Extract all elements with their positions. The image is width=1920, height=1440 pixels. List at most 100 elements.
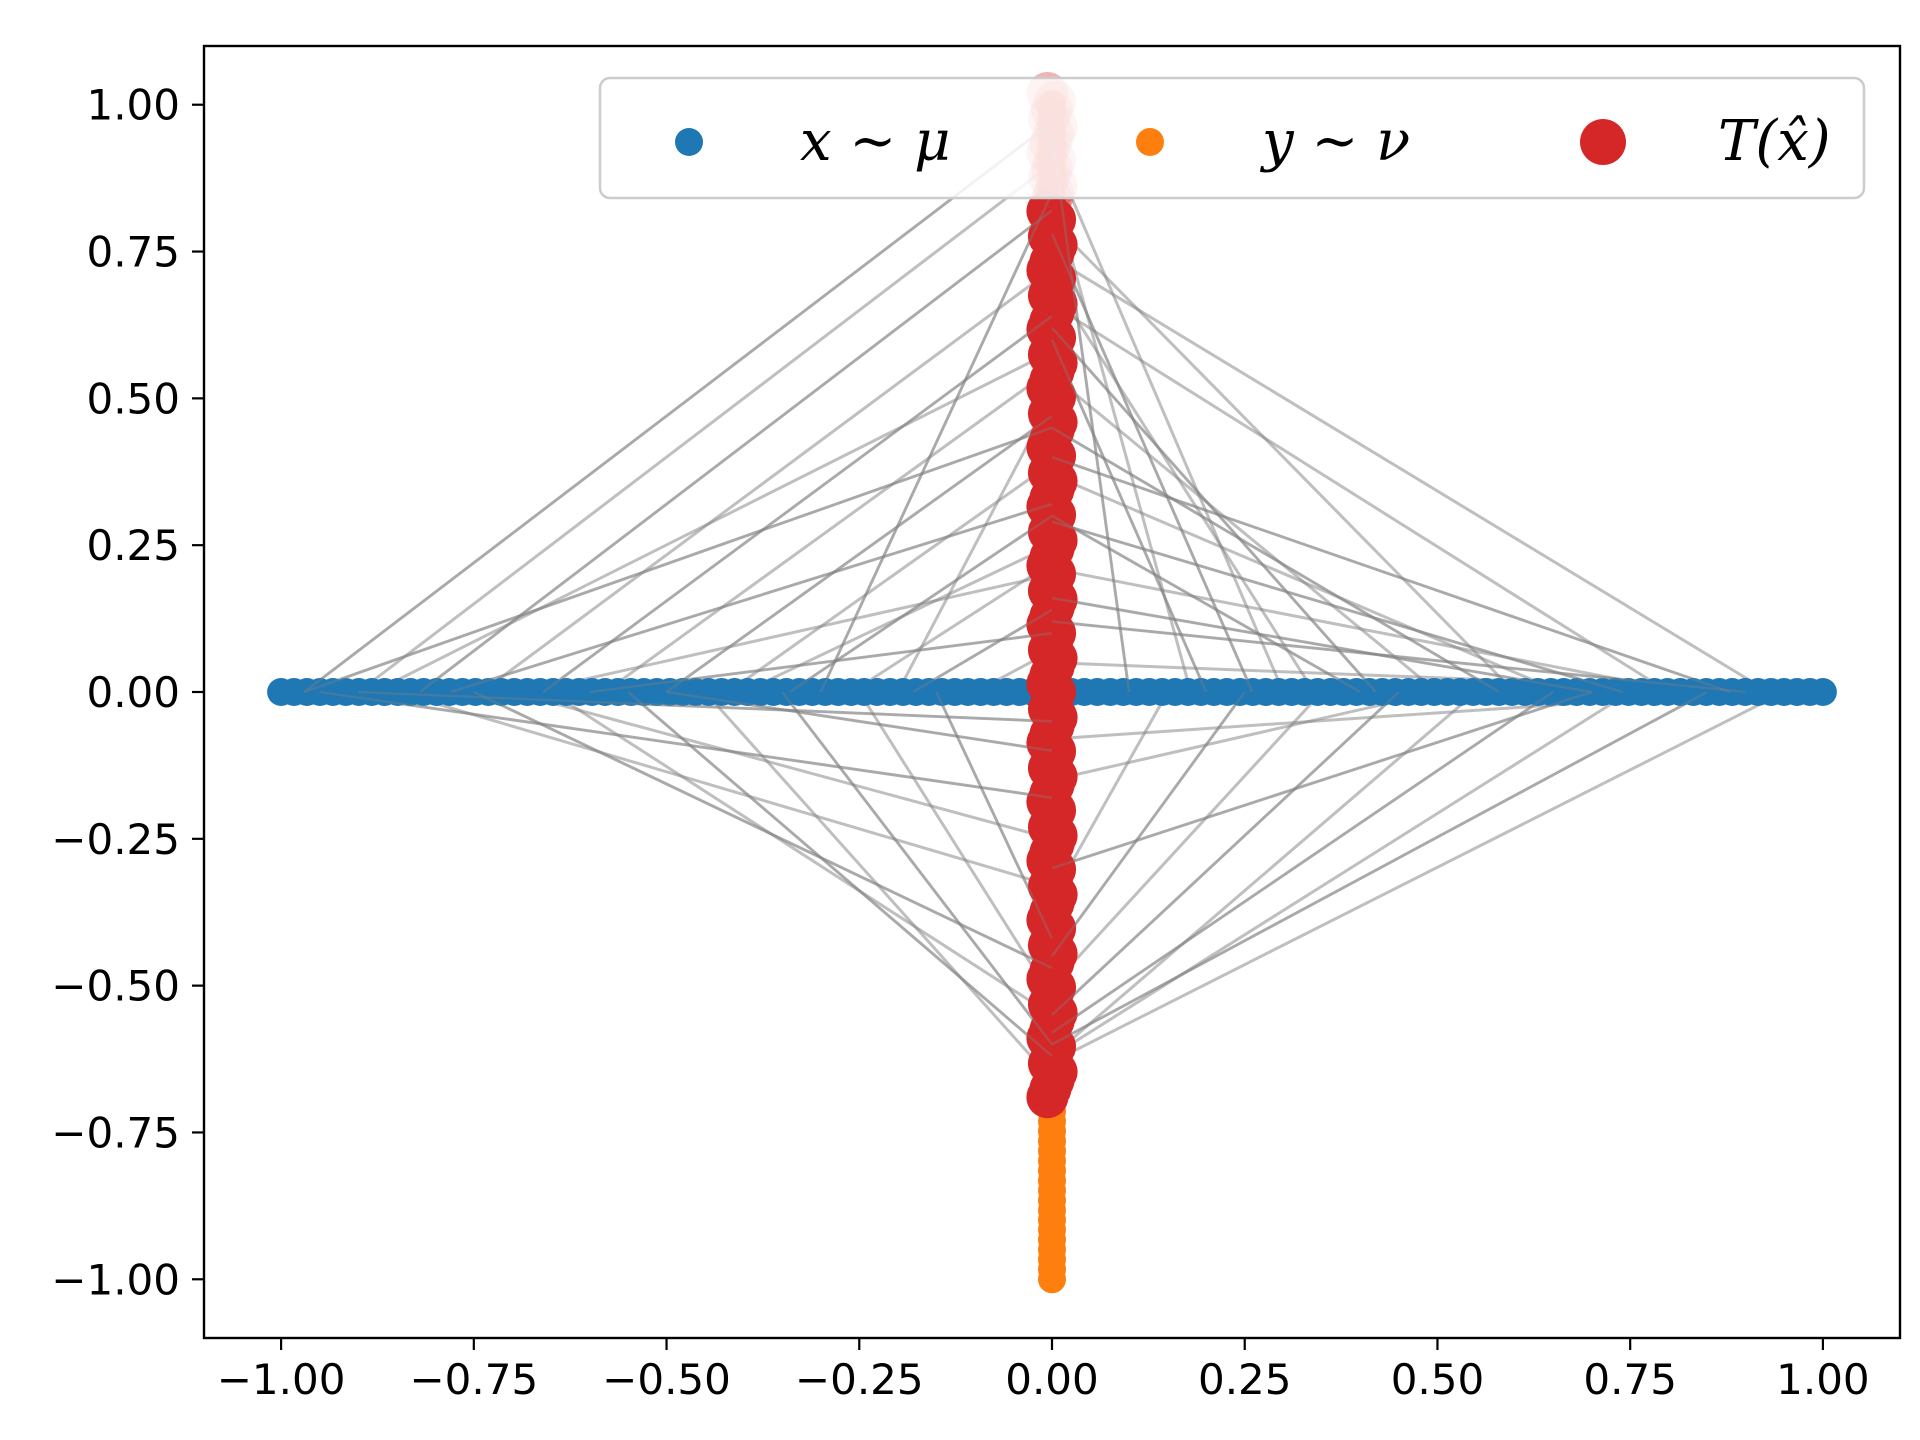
x-axis: −1.00 −0.75 −0.50 −0.25 0.00 0.25 0.50 0.75 1.00: [217, 1338, 1870, 1404]
connection-line-overlay: [303, 426, 1053, 694]
connection-line: [1050, 691, 1246, 958]
connection-line: [480, 267, 1053, 694]
y-tick-label: 0.50: [86, 374, 180, 423]
y-tick-label: 0.00: [86, 668, 180, 717]
connection-line-overlay: [912, 608, 1053, 694]
connection-line-overlay: [1051, 690, 1708, 1046]
connection-line-overlay: [1050, 691, 1246, 958]
connection-line-overlay: [1051, 690, 1554, 1034]
legend-frame: [598, 76, 1866, 200]
legend: x ~ μ y ~ ν T(x̂): [598, 76, 1866, 200]
connection-line: [1051, 520, 1623, 694]
connection-line: [511, 690, 1053, 841]
x-tick-label: 0.25: [1198, 1355, 1292, 1404]
legend-marker-y: [1136, 128, 1164, 156]
connection-line-overlay: [1051, 520, 1623, 694]
connection-line: [1051, 256, 1770, 694]
connection-line-overlay: [935, 691, 1054, 940]
connection-line: [1050, 233, 1254, 693]
connection-line: [1051, 567, 1685, 694]
connection-line: [450, 502, 1053, 694]
connection-line: [372, 350, 1053, 694]
connection-line-overlay: [1050, 133, 1131, 693]
connection-line-overlay: [789, 514, 1053, 694]
connection-line: [819, 192, 1054, 693]
connection-line-overlay: [319, 690, 1053, 799]
connection-line-overlay: [1051, 691, 1400, 1016]
connection-line: [1051, 690, 1554, 1034]
connection-line: [1051, 690, 1786, 1064]
connection-line-overlay: [450, 502, 1053, 694]
x-tick-label: 0.75: [1583, 1355, 1677, 1404]
connection-line: [850, 561, 1053, 694]
connection-line-overlay: [1050, 233, 1254, 693]
connection-line: [1051, 455, 1731, 694]
y-tick-label: −0.25: [51, 815, 180, 864]
connection-line: [1050, 280, 1316, 693]
x-tick-label: −0.25: [795, 1355, 924, 1404]
connection-line: [1051, 690, 1708, 1046]
connection-line: [527, 573, 1053, 694]
connection-line-overlay: [666, 690, 1053, 752]
connection-line-overlay: [358, 690, 1053, 723]
connection-line-overlay: [627, 691, 1053, 1058]
connection-line-overlay: [665, 414, 1053, 694]
connection-line: [303, 121, 1053, 694]
connection-line: [780, 691, 1054, 1046]
connection-line-overlay: [1051, 426, 1500, 694]
x-tick-label: 0.00: [1005, 1355, 1099, 1404]
connection-line: [1050, 690, 1400, 1017]
y-tick-label: 0.25: [86, 521, 180, 570]
connection-line: [1051, 690, 1631, 1058]
y-tick-label: −1.00: [51, 1255, 180, 1304]
connection-line: [1051, 373, 1439, 694]
legend-marker-x: [675, 128, 703, 156]
point-t-xhat: [1026, 190, 1069, 233]
connection-line: [742, 543, 1053, 694]
y-tick-label: −0.50: [51, 962, 180, 1011]
point-x-mu: [1808, 678, 1837, 706]
connection-line: [1050, 339, 1208, 693]
connection-line-overlay: [419, 209, 1053, 693]
x-tick-label: −0.50: [602, 1355, 731, 1404]
connection-line: [1050, 151, 1285, 693]
connection-line-overlay: [819, 192, 1054, 693]
connection-line-overlay: [1051, 690, 1593, 870]
y-axis: 1.00 0.75 0.50 0.25 0.00 −0.25 −0.50 −0.75 −1.00: [51, 81, 204, 1304]
connection-line: [1050, 221, 1516, 694]
x-tick-label: 0.50: [1391, 1355, 1485, 1404]
x-tick-label: −1.00: [217, 1355, 346, 1404]
connection-line-overlay: [1051, 620, 1746, 694]
connection-line-overlay: [303, 121, 1053, 693]
legend-label-x: x ~ μ: [800, 109, 951, 174]
connection-line: [703, 690, 1054, 1081]
connection-line: [303, 426, 1053, 694]
connection-line: [1051, 690, 1438, 782]
connection-line: [1051, 514, 1362, 694]
x-tick-label: −0.75: [409, 1355, 538, 1404]
x-tick-label: 1.00: [1776, 1355, 1870, 1404]
y-tick-label: 0.75: [86, 228, 180, 277]
legend-marker-t: [1580, 119, 1626, 165]
connection-line-overlay: [589, 632, 1053, 694]
legend-label-t: T(x̂): [1718, 109, 1831, 174]
connection-line-overlay: [781, 691, 1053, 1046]
y-tick-label: 1.00: [86, 81, 180, 130]
connection-line: [396, 690, 1053, 888]
connection-line: [1050, 690, 1323, 987]
connection-line-overlay: [1051, 596, 1592, 694]
connection-line: [1051, 426, 1500, 694]
connection-line: [1051, 473, 1562, 694]
connection-line-overlay: [1051, 327, 1377, 693]
legend-label-y: y ~ ν: [1259, 109, 1410, 174]
connection-line: [418, 209, 1053, 694]
connection-line-overlay: [1050, 339, 1208, 693]
connection-line: [357, 162, 1053, 694]
connection-line: [858, 691, 1054, 999]
connection-line: [627, 690, 1053, 1058]
connection-line-overlay: [473, 690, 1053, 970]
connection-line: [319, 690, 1053, 800]
connection-line: [1051, 596, 1592, 694]
connection-line-overlay: [542, 315, 1053, 694]
